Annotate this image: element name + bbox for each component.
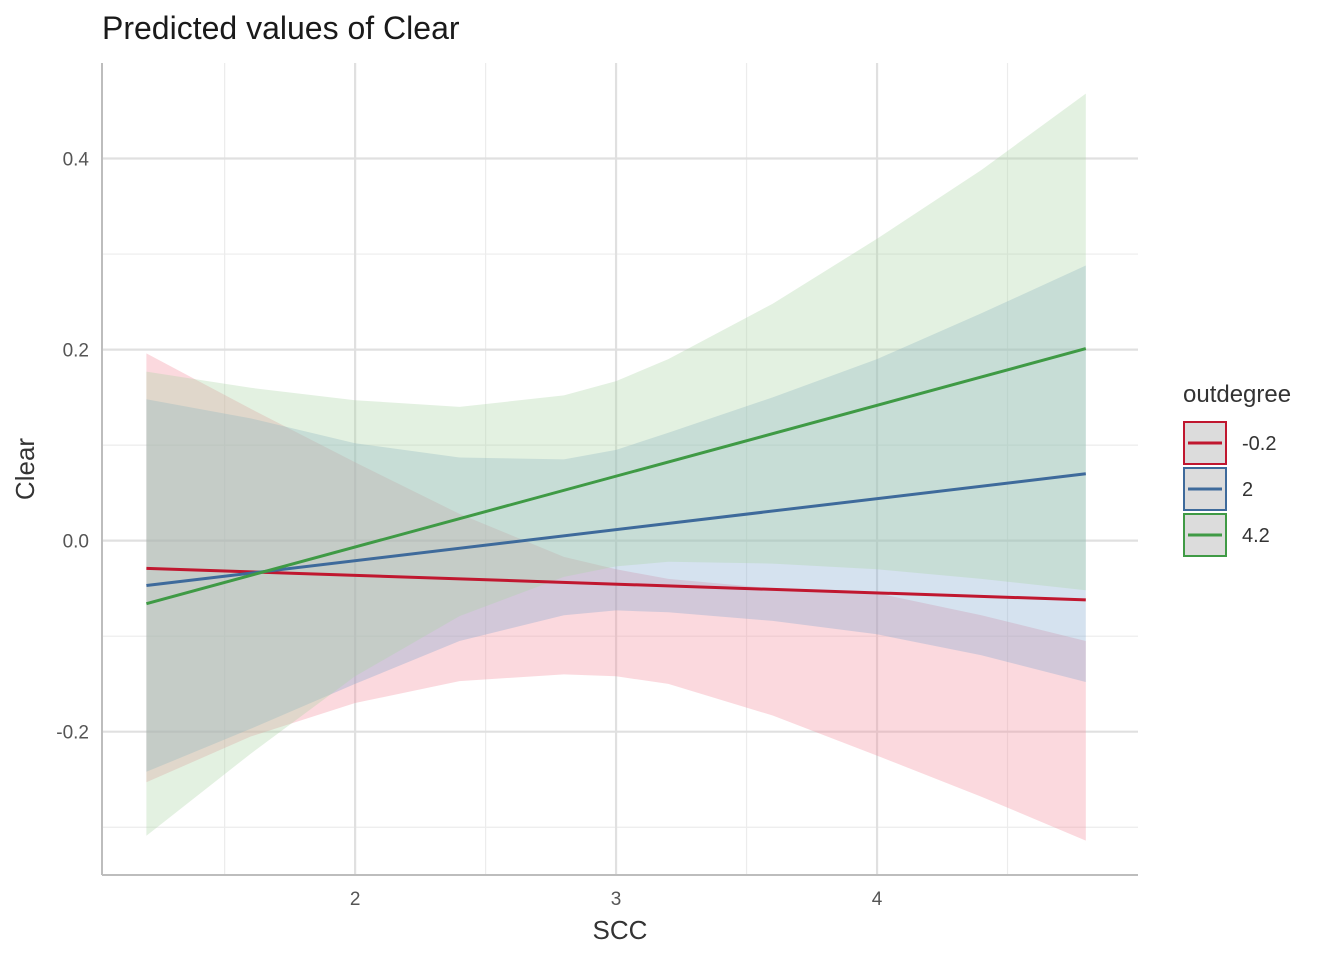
y-tick-label: 0.0 (63, 532, 89, 553)
y-tick-label: 0.2 (63, 341, 89, 362)
series-line (146, 472, 1086, 587)
legend-item: 4.2 (1183, 513, 1270, 557)
x-axis-label: SCC (593, 915, 648, 945)
legend-items: -0.2 2 4.2 (1183, 421, 1276, 557)
chart-title: Predicted values of Clear (102, 10, 460, 46)
grid (102, 63, 1138, 875)
series-line (146, 566, 1086, 602)
legend-label: -0.2 (1242, 433, 1276, 455)
axes (101, 63, 1138, 876)
x-tick-label: 4 (872, 889, 883, 910)
y-tick-label: 0.4 (63, 150, 90, 171)
legend: outdegree -0.2 2 4.2 (1183, 381, 1291, 557)
y-axis-label: Clear (10, 438, 40, 500)
legend-item: 2 (1183, 467, 1253, 511)
confidence-ribbon (146, 353, 1086, 841)
legend-item: -0.2 (1183, 421, 1276, 465)
series-line (146, 347, 1087, 606)
legend-label: 2 (1242, 479, 1253, 501)
tick-labels: 2 3 4 -0.2 0.0 0.2 0.4 (56, 150, 883, 910)
series-lines (146, 347, 1087, 606)
legend-title: outdegree (1183, 381, 1291, 408)
x-tick-label: 2 (350, 889, 361, 910)
confidence-ribbons (146, 93, 1086, 841)
confidence-ribbon (146, 265, 1086, 772)
x-tick-label: 3 (611, 889, 622, 910)
confidence-ribbon (146, 93, 1086, 836)
legend-label: 4.2 (1242, 525, 1270, 547)
y-tick-label: -0.2 (56, 723, 89, 744)
